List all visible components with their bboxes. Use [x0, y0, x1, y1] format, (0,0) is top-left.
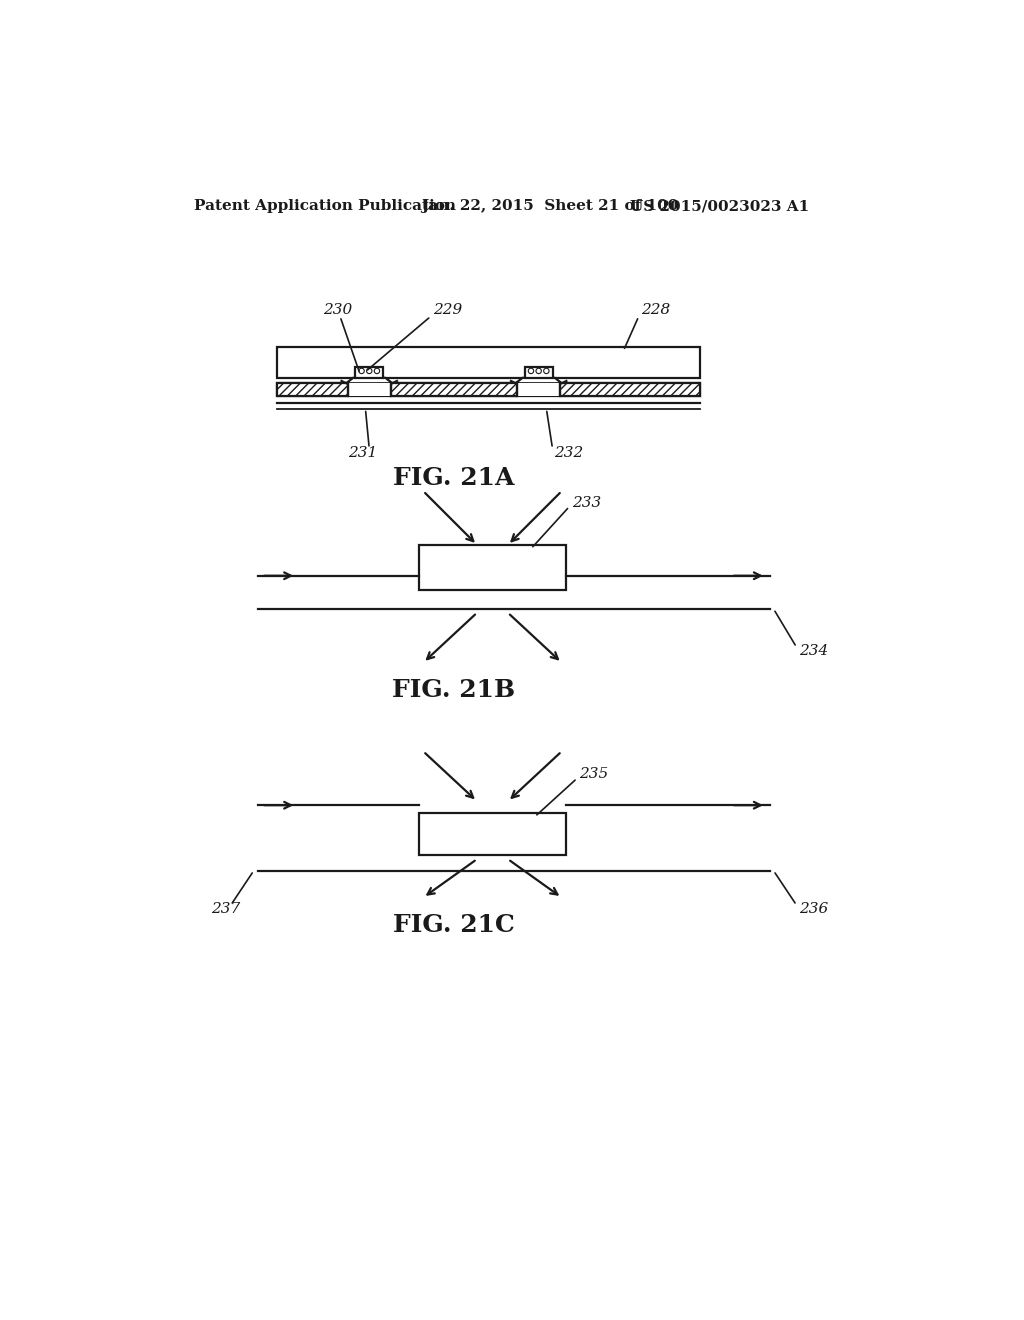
Bar	[348, 383, 391, 396]
Bar	[517, 383, 560, 396]
Polygon shape	[346, 378, 392, 383]
Text: 233: 233	[571, 495, 601, 510]
Circle shape	[367, 368, 372, 374]
Bar	[276, 347, 700, 378]
Bar	[355, 367, 383, 378]
Text: Jan. 22, 2015  Sheet 21 of 100: Jan. 22, 2015 Sheet 21 of 100	[422, 199, 679, 213]
Text: FIG. 21B: FIG. 21B	[392, 677, 515, 702]
Bar	[391, 383, 517, 396]
Text: 235: 235	[580, 767, 608, 781]
Text: 231: 231	[348, 446, 377, 461]
Bar	[276, 383, 348, 396]
Text: 237: 237	[211, 902, 241, 916]
Text: FIG. 21A: FIG. 21A	[393, 466, 515, 490]
Text: 230: 230	[323, 304, 352, 317]
Text: 236: 236	[799, 902, 828, 916]
Text: 232: 232	[554, 446, 584, 461]
Circle shape	[544, 368, 549, 374]
Text: US 2015/0023023 A1: US 2015/0023023 A1	[630, 199, 809, 213]
Bar	[560, 383, 700, 396]
Circle shape	[528, 368, 534, 374]
Text: 228: 228	[641, 304, 671, 317]
Bar	[524, 367, 553, 378]
Text: FIG. 21C: FIG. 21C	[393, 912, 515, 937]
Bar	[419, 813, 565, 855]
Bar	[419, 545, 565, 590]
Text: Patent Application Publication: Patent Application Publication	[194, 199, 456, 213]
Circle shape	[374, 368, 380, 374]
Circle shape	[358, 368, 365, 374]
Text: 229: 229	[433, 304, 463, 317]
Polygon shape	[515, 378, 562, 383]
Bar	[276, 383, 700, 396]
Text: 234: 234	[799, 644, 828, 659]
Circle shape	[536, 368, 542, 374]
